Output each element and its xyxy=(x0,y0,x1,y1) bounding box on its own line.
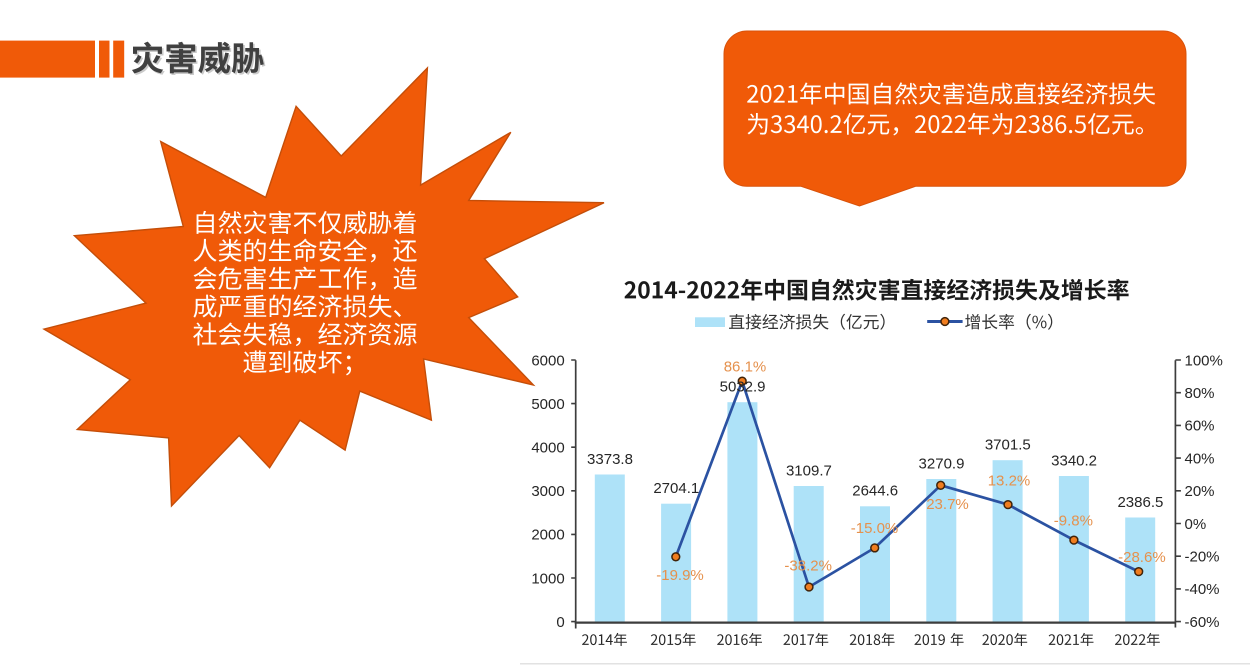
svg-text:3340.2: 3340.2 xyxy=(1051,452,1097,469)
svg-text:23.7%: 23.7% xyxy=(926,496,969,513)
svg-text:4000: 4000 xyxy=(531,440,564,457)
svg-text:-15.0%: -15.0% xyxy=(851,520,899,537)
svg-text:3270.9: 3270.9 xyxy=(919,455,965,472)
svg-text:2386.5: 2386.5 xyxy=(1117,494,1163,511)
svg-text:2704.1: 2704.1 xyxy=(653,480,699,497)
svg-text:-60%: -60% xyxy=(1185,614,1220,631)
svg-text:13.2%: 13.2% xyxy=(988,472,1031,489)
svg-text:60%: 60% xyxy=(1185,418,1215,435)
svg-text:-38.2%: -38.2% xyxy=(784,558,832,575)
svg-text:-20%: -20% xyxy=(1185,549,1220,566)
svg-text:-19.9%: -19.9% xyxy=(656,567,704,584)
svg-text:5000: 5000 xyxy=(531,396,564,413)
svg-text:2644.6: 2644.6 xyxy=(852,483,898,500)
svg-text:20%: 20% xyxy=(1185,483,1215,500)
svg-text:5032.9: 5032.9 xyxy=(720,379,766,396)
svg-text:3373.8: 3373.8 xyxy=(587,451,633,468)
svg-text:40%: 40% xyxy=(1185,450,1215,467)
svg-text:1000: 1000 xyxy=(531,570,564,587)
svg-text:3109.7: 3109.7 xyxy=(786,462,832,479)
svg-text:-9.8%: -9.8% xyxy=(1054,513,1093,530)
svg-text:0%: 0% xyxy=(1185,516,1207,533)
svg-text:3701.5: 3701.5 xyxy=(985,437,1031,454)
svg-text:2000: 2000 xyxy=(531,527,564,544)
svg-text:3000: 3000 xyxy=(531,483,564,500)
svg-text:0: 0 xyxy=(556,614,564,631)
svg-text:-40%: -40% xyxy=(1185,581,1220,598)
svg-text:86.1%: 86.1% xyxy=(724,358,767,375)
svg-text:-28.6%: -28.6% xyxy=(1118,549,1166,566)
svg-text:80%: 80% xyxy=(1185,385,1215,402)
svg-text:100%: 100% xyxy=(1185,352,1223,369)
svg-text:6000: 6000 xyxy=(531,352,564,369)
